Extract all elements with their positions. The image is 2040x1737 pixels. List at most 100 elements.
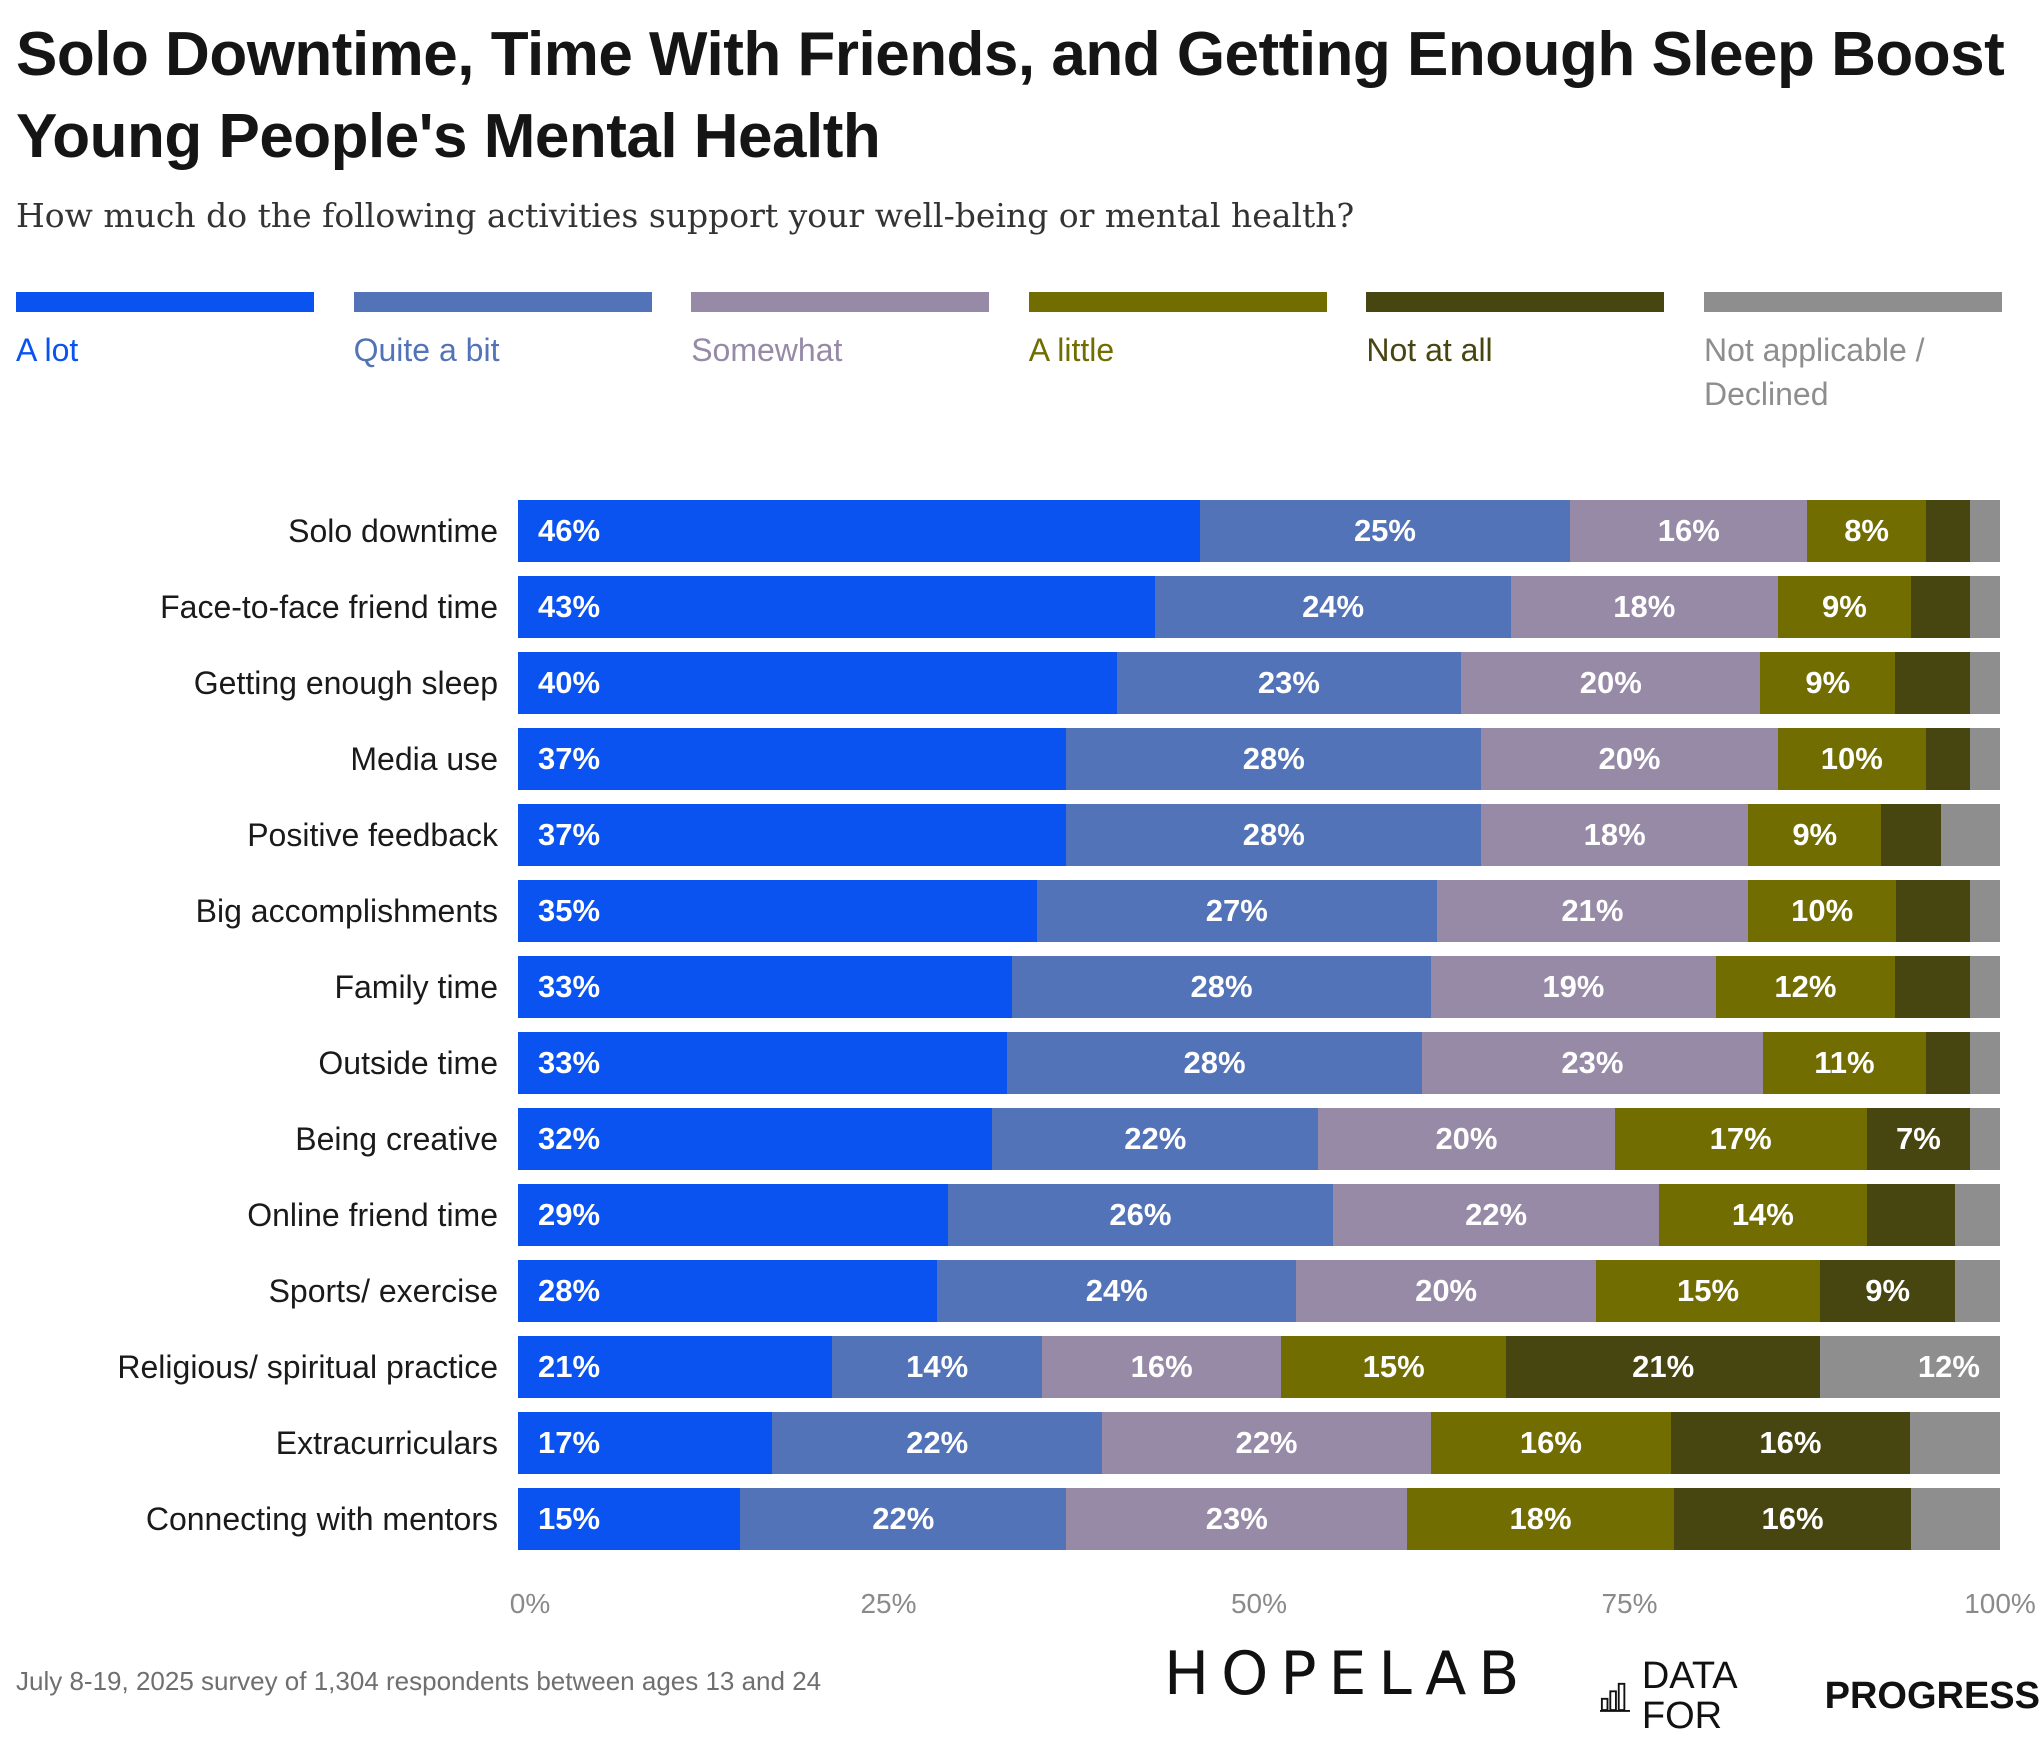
data-label: 10% <box>1791 893 1854 928</box>
bar-segment-quite-a-bit: 14% <box>832 1336 1042 1398</box>
data-label: 22% <box>906 1425 969 1460</box>
bar-segment-quite-a-bit: 23% <box>1116 652 1462 714</box>
bar-segment-a-lot: 32% <box>518 1108 993 1170</box>
x-tick-label: 25% <box>860 1588 917 1619</box>
bar-segment-a-lot: 17% <box>518 1412 773 1474</box>
legend-label: Somewhat <box>691 332 843 368</box>
bar-segment-not-applicable-declined <box>1970 576 2000 638</box>
bar-segment-quite-a-bit: 25% <box>1199 500 1571 562</box>
bar-segment-quite-a-bit: 22% <box>992 1108 1319 1170</box>
bar-segment-a-little: 9% <box>1760 652 1896 714</box>
bar-segment-not-applicable-declined <box>1970 652 2000 714</box>
bar-segment-somewhat: 23% <box>1422 1032 1763 1094</box>
bar-row-positive-feedback: 37% 28% 18% 9% <box>518 804 2000 866</box>
bar-segment-a-lot: 37% <box>518 804 1067 866</box>
bar-segment-a-lot: 33% <box>518 1032 1008 1094</box>
category-label: Big accomplishments <box>195 893 498 929</box>
bar-segment-somewhat: 18% <box>1481 804 1749 866</box>
bar-segment-quite-a-bit: 28% <box>1066 728 1482 790</box>
legend-label: Not at all <box>1366 332 1493 368</box>
data-label: 33% <box>538 969 601 1004</box>
bar-segment-a-little: 8% <box>1807 500 1926 562</box>
data-label: 15% <box>1677 1273 1740 1308</box>
bar-row-sports-exercise: 28% 24% 20% 15% 9% <box>518 1260 2000 1322</box>
data-label: 9% <box>1821 589 1867 624</box>
legend-label: A lot <box>16 332 79 368</box>
bar-segment-not-at-all <box>1881 804 1941 866</box>
x-tick-label: 0% <box>509 1588 551 1619</box>
bar-segment-a-little: 16% <box>1431 1412 1671 1474</box>
legend-label: Quite a bit <box>353 332 500 368</box>
bar-segment-not-at-all: 9% <box>1820 1260 1956 1322</box>
bar-segment-not-applicable-declined <box>1955 1260 2000 1322</box>
legend-item-not-applicable-declined: Not applicable / Declined <box>1703 292 2002 416</box>
data-label: 17% <box>1709 1121 1772 1156</box>
bar-segment-a-lot: 46% <box>518 500 1200 562</box>
bar-segment-not-at-all <box>1895 956 1971 1018</box>
data-label: 25% <box>1353 513 1416 548</box>
hopelab-logo: HOPELAB <box>1164 1639 1532 1709</box>
data-label: 20% <box>1415 1273 1478 1308</box>
bar-segment-somewhat: 22% <box>1101 1412 1432 1474</box>
legend-item-not-at-all: Not at all <box>1366 292 1665 416</box>
data-label: 16% <box>1761 1501 1824 1536</box>
data-label: 23% <box>1257 665 1320 700</box>
data-label: 7% <box>1896 1121 1941 1156</box>
survey-footnote: July 8-19, 2025 survey of 1,304 responde… <box>16 1666 822 1696</box>
data-label: 9% <box>1792 817 1838 852</box>
data-label: 12% <box>1774 969 1837 1004</box>
data-label: 21% <box>1561 893 1624 928</box>
bar-segment-a-lot: 28% <box>518 1260 938 1322</box>
bar-row-big-accomplishments: 35% 27% 21% 10% <box>518 880 2000 942</box>
data-label: 33% <box>538 1045 601 1080</box>
bar-segment-not-applicable-declined <box>1940 804 2000 866</box>
bar-segment-a-lot: 40% <box>518 652 1117 714</box>
data-label: 18% <box>1613 589 1676 624</box>
data-label: 27% <box>1205 893 1268 928</box>
bar-segment-a-lot: 29% <box>518 1184 948 1246</box>
bar-segment-somewhat: 18% <box>1510 576 1778 638</box>
dfp-light-text: DATA FOR <box>1641 1655 1736 1737</box>
bar-row-getting-enough-sleep: 40% 23% 20% 9% <box>518 652 2000 714</box>
bar-segment-a-lot: 21% <box>518 1336 833 1398</box>
data-label: 28% <box>1242 741 1305 776</box>
bar-segment-somewhat: 16% <box>1041 1336 1282 1398</box>
data-label: 8% <box>1844 513 1889 548</box>
bar-segment-quite-a-bit: 22% <box>772 1412 1102 1474</box>
category-label: Getting enough sleep <box>193 665 498 701</box>
bar-segment-a-lot: 33% <box>518 956 1012 1018</box>
category-label: Media use <box>350 741 498 777</box>
bar-segment-a-little: 9% <box>1748 804 1882 866</box>
data-label: 40% <box>538 665 601 700</box>
bar-segment-not-at-all: 7% <box>1866 1108 1971 1170</box>
bar-segment-quite-a-bit: 24% <box>937 1260 1297 1322</box>
legend-item-a-little: A little <box>1028 292 1327 416</box>
data-label: 24% <box>1085 1273 1148 1308</box>
bar-segment-a-little: 9% <box>1777 576 1912 638</box>
bar-segment-not-at-all <box>1895 652 1971 714</box>
bar-segment-a-little: 17% <box>1614 1108 1867 1170</box>
data-label: 46% <box>538 513 601 548</box>
bar-segment-not-applicable-declined <box>1970 1108 2000 1170</box>
bar-row-religious-spiritual-practice: 21% 14% 16% 15% 21% 12% <box>518 1336 2000 1398</box>
data-label: 37% <box>538 817 601 852</box>
category-label: Outside time <box>318 1045 498 1081</box>
bar-row-outside-time: 33% 28% 23% 11% <box>518 1032 2000 1094</box>
data-label: 23% <box>1561 1045 1624 1080</box>
data-label: 20% <box>1598 741 1661 776</box>
legend-swatch <box>691 292 990 312</box>
bar-segment-not-at-all <box>1925 1032 1971 1094</box>
x-tick-label: 75% <box>1601 1588 1658 1619</box>
category-label: Online friend time <box>247 1197 498 1233</box>
bar-segment-quite-a-bit: 24% <box>1155 576 1511 638</box>
data-label: 22% <box>872 1501 935 1536</box>
category-label: Being creative <box>295 1121 498 1157</box>
bar-segment-quite-a-bit: 26% <box>947 1184 1334 1246</box>
bar-segment-not-at-all <box>1925 500 1971 562</box>
legend-item-somewhat: Somewhat <box>691 292 990 416</box>
bar-segment-not-at-all <box>1911 576 1971 638</box>
bar-row-face-to-face-friend-time: 43% 24% 18% 9% <box>518 576 2000 638</box>
bar-segment-a-lot: 15% <box>518 1488 741 1550</box>
bar-segment-not-applicable-declined <box>1970 728 2000 790</box>
bar-segment-somewhat: 16% <box>1570 500 1808 562</box>
